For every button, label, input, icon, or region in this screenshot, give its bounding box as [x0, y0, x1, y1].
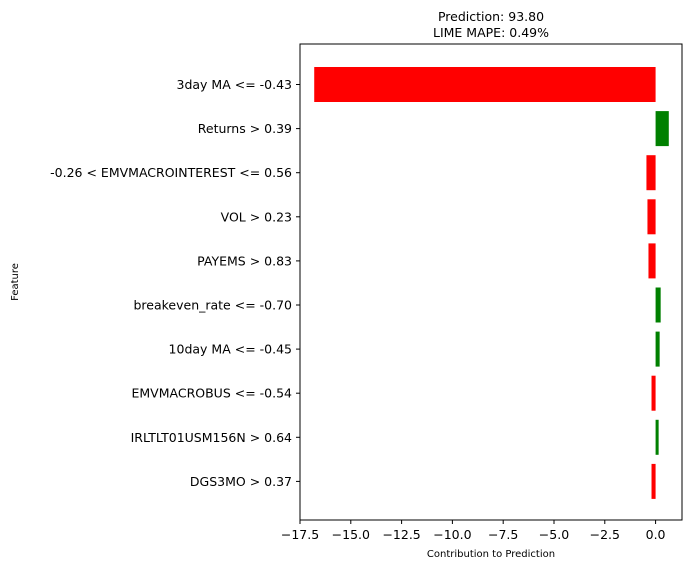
bar	[655, 331, 660, 367]
bar	[314, 67, 656, 102]
x-tick-label: −7.5	[488, 527, 518, 542]
bar	[651, 463, 656, 499]
bar	[648, 243, 656, 279]
x-axis-label: Contribution to Prediction	[427, 549, 555, 560]
x-tick-label: −2.5	[590, 527, 620, 542]
chart-subtitle: LIME MAPE: 0.49%	[433, 25, 549, 40]
bar	[651, 375, 656, 411]
y-tick-label: VOL > 0.23	[221, 209, 292, 224]
y-tick-label: -0.26 < EMVMACROINTEREST <= 0.56	[50, 165, 292, 180]
plot-frame	[299, 43, 683, 521]
chart-title: Prediction: 93.80	[437, 9, 545, 24]
bar	[646, 155, 656, 191]
bar	[647, 199, 656, 235]
y-tick-label: 3day MA <= -0.43	[177, 77, 293, 92]
x-tick-label: −12.5	[382, 527, 420, 542]
x-tick-label: −17.5	[281, 527, 319, 542]
y-tick-label: Returns > 0.39	[198, 121, 292, 136]
y-tick-label: DGS3MO > 0.37	[190, 474, 292, 489]
y-tick-label: EMVMACROBUS <= -0.54	[132, 386, 293, 401]
x-tick-label: −15.0	[332, 527, 370, 542]
y-tick-label: 10day MA <= -0.45	[169, 342, 292, 357]
bar	[655, 111, 669, 147]
bar	[655, 287, 661, 323]
y-tick-label: breakeven_rate <= -0.70	[133, 298, 292, 313]
bar	[655, 419, 659, 455]
x-tick-label: −5.0	[539, 527, 569, 542]
y-axis-label: Feature	[10, 263, 21, 301]
y-tick-label: PAYEMS > 0.83	[197, 253, 292, 268]
y-tick-label: IRLTLT01USM156N > 0.64	[131, 430, 292, 445]
x-tick-label: −10.0	[433, 527, 471, 542]
x-tick-label: 0.0	[646, 527, 666, 542]
